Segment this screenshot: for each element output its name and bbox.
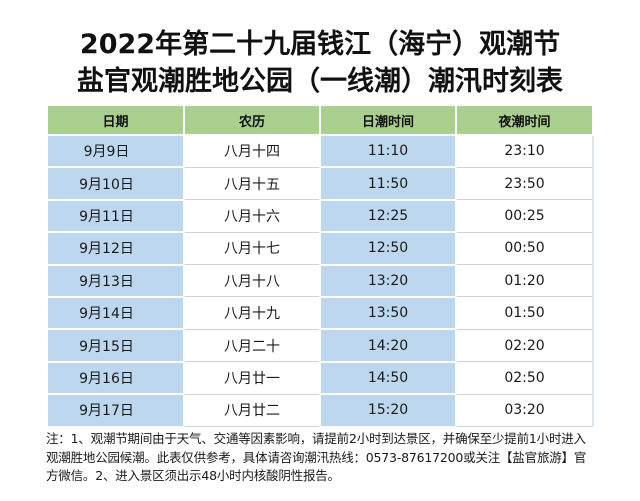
table-row: 9月15日 八月二十 14:20 02:20 — [46, 328, 594, 363]
cell-day-tide: 11:10 — [319, 133, 457, 169]
page-title-line2: 盐官观潮胜地公园（一线潮）潮汛时刻表 — [77, 66, 563, 97]
cell-day-tide: 14:50 — [319, 360, 457, 396]
cell-lunar: 八月二十 — [183, 328, 321, 363]
cell-night-tide: 01:50 — [455, 296, 594, 330]
cell-lunar: 八月廿二 — [183, 393, 321, 428]
cell-night-tide: 23:10 — [455, 134, 594, 168]
cell-lunar: 八月十六 — [183, 199, 321, 233]
cell-lunar: 八月十九 — [183, 296, 321, 330]
header-lunar: 农历 — [183, 104, 321, 136]
table-row: 9月13日 八月十八 13:20 01:20 — [46, 263, 594, 298]
cell-lunar: 八月十八 — [183, 264, 321, 298]
cell-date: 9月10日 — [46, 166, 185, 201]
cell-night-tide: 00:25 — [455, 199, 594, 233]
cell-day-tide: 13:50 — [319, 295, 457, 331]
cell-day-tide: 11:50 — [319, 166, 457, 201]
cell-lunar: 八月十五 — [183, 166, 321, 201]
cell-date: 9月15日 — [46, 328, 185, 363]
footnote: 注：1、观潮节期间由于天气、交通等因素影响，请提前2小时到达景区，并确保至少提前… — [46, 431, 587, 483]
cell-date: 9月13日 — [46, 263, 185, 298]
tide-table: 日期 农历 日潮时间 夜潮时间 9月9日 八月十四 11:10 23:10 9月… — [46, 104, 594, 428]
cell-night-tide: 01:20 — [455, 264, 594, 298]
header-day-tide: 日潮时间 — [319, 104, 457, 136]
table-header-row: 日期 农历 日潮时间 夜潮时间 — [46, 104, 594, 136]
cell-day-tide: 12:25 — [319, 198, 457, 234]
table-row: 9月10日 八月十五 11:50 23:50 — [46, 166, 594, 201]
cell-day-tide: 13:20 — [319, 263, 457, 298]
cell-night-tide: 23:50 — [455, 166, 594, 201]
table-row: 9月9日 八月十四 11:10 23:10 — [46, 133, 594, 169]
cell-night-tide: 00:50 — [455, 231, 594, 266]
cell-day-tide: 12:50 — [319, 231, 457, 266]
header-night-tide: 夜潮时间 — [455, 104, 594, 136]
cell-date: 9月17日 — [46, 393, 185, 428]
table-row: 9月14日 八月十九 13:50 01:50 — [46, 295, 594, 331]
cell-day-tide: 15:20 — [319, 393, 457, 428]
cell-lunar: 八月十七 — [183, 231, 321, 266]
cell-date: 9月14日 — [46, 295, 185, 331]
cell-date: 9月12日 — [46, 231, 185, 266]
cell-night-tide: 02:50 — [455, 361, 594, 395]
cell-night-tide: 03:20 — [455, 393, 594, 428]
header-date: 日期 — [46, 104, 185, 136]
cell-day-tide: 14:20 — [319, 328, 457, 363]
table-row: 9月11日 八月十六 12:25 00:25 — [46, 198, 594, 234]
cell-date: 9月11日 — [46, 198, 185, 234]
table-row: 9月16日 八月廿一 14:50 02:50 — [46, 360, 594, 396]
table-row: 9月12日 八月十七 12:50 00:50 — [46, 231, 594, 266]
table-row: 9月17日 八月廿二 15:20 03:20 — [46, 393, 594, 428]
page-title-line1: 2022年第二十九届钱江（海宁）观潮节 — [79, 29, 561, 60]
cell-date: 9月9日 — [46, 133, 185, 169]
cell-lunar: 八月廿一 — [183, 361, 321, 395]
cell-night-tide: 02:20 — [455, 328, 594, 363]
cell-lunar: 八月十四 — [183, 134, 321, 168]
cell-date: 9月16日 — [46, 360, 185, 396]
